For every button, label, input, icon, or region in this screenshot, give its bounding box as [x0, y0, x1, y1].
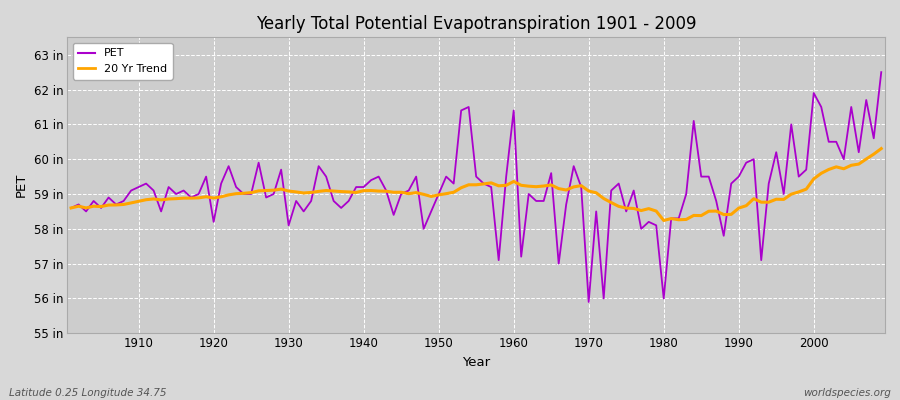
Text: worldspecies.org: worldspecies.org	[803, 388, 891, 398]
X-axis label: Year: Year	[462, 356, 490, 369]
Title: Yearly Total Potential Evapotranspiration 1901 - 2009: Yearly Total Potential Evapotranspiratio…	[256, 15, 697, 33]
Text: Latitude 0.25 Longitude 34.75: Latitude 0.25 Longitude 34.75	[9, 388, 166, 398]
Legend: PET, 20 Yr Trend: PET, 20 Yr Trend	[73, 43, 173, 80]
Y-axis label: PET: PET	[15, 173, 28, 198]
